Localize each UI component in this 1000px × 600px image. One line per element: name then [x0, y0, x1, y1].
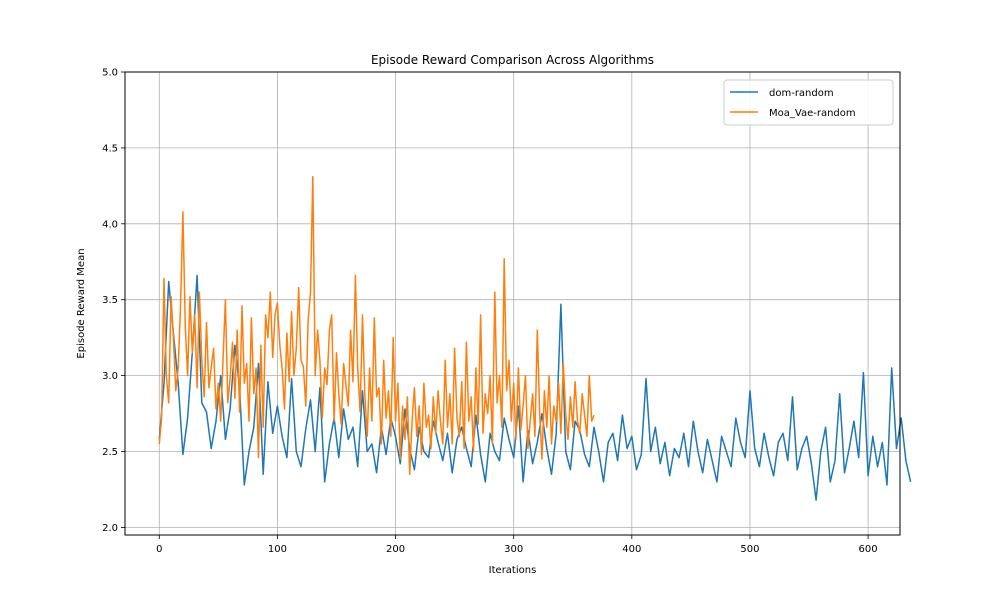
y-tick-label: 4.5 — [102, 143, 118, 154]
legend-label: dom-random — [769, 88, 834, 99]
x-axis-ticks: 0 100 200 300 400 500 600 — [156, 535, 878, 555]
axes-frame — [124, 71, 901, 536]
chart-title: Episode Reward Comparison Across Algorit… — [371, 53, 654, 67]
x-tick-label: 400 — [622, 544, 641, 555]
y-axis-label: Episode Reward Mean — [76, 248, 87, 358]
legend-box — [723, 79, 894, 126]
y-tick-label: 3.5 — [102, 295, 118, 306]
legend: dom-random Moa_Vae-random — [723, 79, 894, 126]
y-tick-label: 4.0 — [102, 219, 118, 230]
plot-area — [158, 175, 912, 501]
y-tick-label: 2.5 — [102, 447, 118, 458]
x-tick-label: 500 — [740, 544, 759, 555]
y-tick-label: 5.0 — [102, 68, 118, 79]
x-tick-label: 200 — [386, 544, 405, 555]
legend-label: Moa_Vae-random — [769, 108, 856, 119]
x-tick-label: 300 — [504, 544, 523, 555]
y-tick-label: 2.0 — [102, 523, 118, 534]
series-line-dom-random — [158, 274, 912, 501]
x-axis-label: Iterations — [489, 565, 537, 576]
y-tick-label: 3.0 — [102, 371, 118, 382]
x-tick-label: 0 — [156, 544, 162, 555]
series-line-moa-vae-random — [158, 175, 595, 476]
y-axis-ticks: 2.0 2.5 3.0 3.5 4.0 4.5 5.0 — [102, 68, 125, 534]
x-tick-label: 100 — [268, 544, 287, 555]
x-tick-label: 600 — [859, 544, 878, 555]
